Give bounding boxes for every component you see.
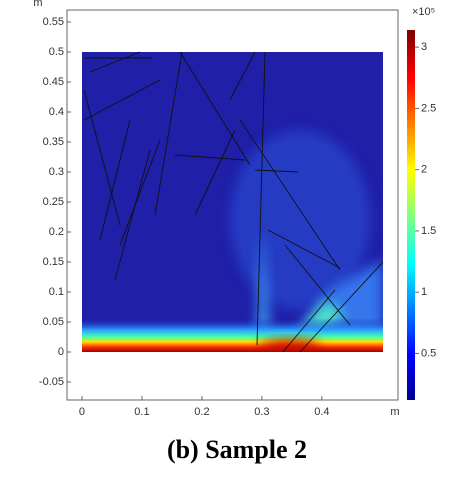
- x-tick-label: 0.2: [194, 406, 209, 418]
- y-tick-label: 0.2: [49, 226, 64, 238]
- chart-title: (b) Sample 2: [167, 435, 307, 464]
- plot-frame: [66, 9, 399, 401]
- y-tick-label: 0.15: [43, 256, 64, 268]
- y-tick-label: 0.05: [43, 316, 64, 328]
- x-tick-label: 0.4: [314, 406, 329, 418]
- y-tick-label: -0.05: [39, 376, 64, 388]
- x-unit: m: [390, 406, 399, 418]
- y-tick-label: 0.45: [43, 76, 64, 88]
- x-tick-label: 0.1: [134, 406, 149, 418]
- colorbar-tick-label: 3: [421, 41, 427, 53]
- fractures: [83, 51, 384, 353]
- y-tick-label: 0.55: [43, 16, 64, 28]
- colorbar-tick-label: 1: [421, 286, 427, 298]
- colorbar-tick-label: 2: [421, 164, 427, 176]
- x-tick-label: 0: [79, 406, 85, 418]
- y-tick-label: 0.3: [49, 166, 64, 178]
- y-tick-label: 0.1: [49, 286, 64, 298]
- x-tick-label: 0.3: [254, 406, 269, 418]
- y-tick-label: 0.25: [43, 196, 64, 208]
- colorbar-tick-label: 2.5: [421, 102, 436, 114]
- y-tick-label: 0.5: [49, 46, 64, 58]
- y-unit: m: [33, 0, 42, 9]
- y-tick-label: 0.4: [49, 106, 64, 118]
- colorbar-tick-label: 1.5: [421, 225, 436, 237]
- y-tick-label: 0.35: [43, 136, 64, 148]
- colorbar-label: ×10⁵: [412, 6, 435, 18]
- colorbar: [407, 30, 415, 400]
- colorbar-tick-label: 0.5: [421, 347, 436, 359]
- y-tick-label: 0: [58, 346, 64, 358]
